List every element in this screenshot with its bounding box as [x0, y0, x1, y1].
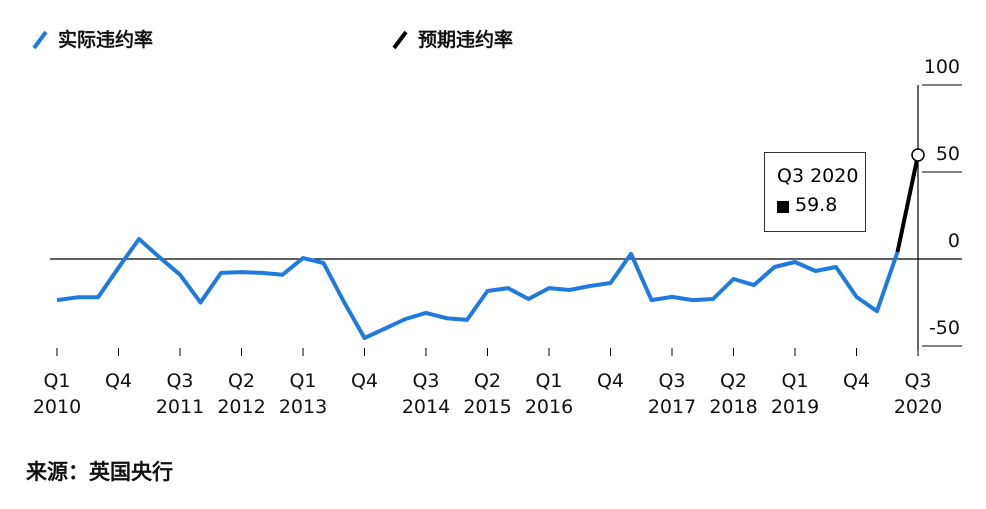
y-tick-label: 100 — [924, 56, 960, 78]
series-line — [895, 154, 920, 253]
legend-label: 实际违约率 — [58, 28, 153, 51]
x-tick-label: Q3 2017 — [647, 370, 697, 418]
x-tick-label: Q1 2013 — [278, 370, 328, 418]
x-tick-label: Q2 2018 — [709, 370, 758, 418]
x-tick-label: Q1 2019 — [770, 370, 820, 418]
series-line — [56, 237, 900, 340]
tooltip-value: 59.8 — [795, 194, 838, 216]
y-tick-label: -50 — [929, 317, 960, 339]
x-tick-label: Q2 2015 — [463, 370, 512, 418]
x-tick-label: Q4 — [842, 370, 871, 392]
y-tick-label: 50 — [936, 143, 960, 165]
tooltip-title: Q3 2020 — [777, 165, 859, 187]
x-tick-label: Q4 — [350, 370, 379, 392]
x-tick-label: Q1 2016 — [524, 370, 574, 418]
legend-swatch — [392, 30, 408, 50]
x-tick-label: Q3 2020 — [893, 370, 943, 418]
x-tick-label: Q2 2012 — [217, 370, 266, 418]
x-tick-label: Q3 2011 — [155, 370, 205, 418]
source: 来源：英国央行 — [26, 459, 173, 484]
tooltip: Q3 2020 59.8 — [764, 152, 866, 232]
legend-swatch — [32, 30, 48, 50]
tooltip-swatch — [777, 201, 789, 213]
x-tick-label: Q1 2010 — [32, 370, 82, 418]
highlight-point — [911, 148, 925, 162]
legend-label: 预期违约率 — [418, 28, 513, 51]
y-tick-label: 0 — [948, 230, 960, 252]
x-tick-label: Q4 — [596, 370, 625, 392]
x-tick-label: Q3 2014 — [401, 370, 451, 418]
x-tick-label: Q4 — [104, 370, 133, 392]
